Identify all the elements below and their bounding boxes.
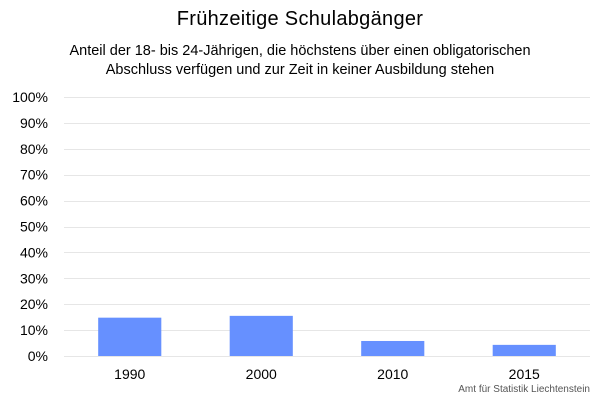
- bar-2010: [361, 340, 425, 356]
- y-tick-label: 30%: [20, 270, 48, 286]
- y-tick-label: 100%: [12, 89, 48, 105]
- bar-2000: [229, 315, 293, 356]
- gridlines: [64, 97, 590, 357]
- chart-title: Frühzeitige Schulabgänger: [176, 8, 424, 30]
- y-tick-label: 20%: [20, 296, 48, 312]
- bar-2015: [492, 344, 556, 356]
- bar-1990: [98, 317, 162, 356]
- x-tick-label: 1990: [114, 366, 145, 382]
- bars: [98, 315, 556, 356]
- source-credit: Amt für Statistik Liechtenstein: [458, 384, 590, 395]
- y-tick-label: 50%: [20, 219, 48, 235]
- y-tick-label: 60%: [20, 193, 48, 209]
- x-tick-label: 2000: [246, 366, 277, 382]
- y-tick-label: 40%: [20, 244, 48, 260]
- y-tick-label: 90%: [20, 115, 48, 131]
- y-tick-label: 0%: [28, 348, 48, 364]
- chart-subtitle-line: Anteil der 18- bis 24-Jährigen, die höch…: [69, 43, 531, 59]
- y-tick-label: 10%: [20, 322, 48, 338]
- y-tick-label: 70%: [20, 167, 48, 183]
- chart-subtitle-line: Abschluss verfügen und zur Zeit in keine…: [105, 62, 495, 78]
- y-tick-label: 80%: [20, 141, 48, 157]
- chart-subtitle: Anteil der 18- bis 24-Jährigen, die höch…: [0, 42, 600, 80]
- x-axis-tick-labels: 1990 2000 2010 2015: [114, 366, 540, 382]
- y-axis-tick-labels: 0% 10% 20% 30% 40% 50% 60% 70% 80% 90% 100%: [12, 89, 48, 364]
- x-tick-label: 2015: [509, 366, 540, 382]
- x-tick-label: 2010: [377, 366, 408, 382]
